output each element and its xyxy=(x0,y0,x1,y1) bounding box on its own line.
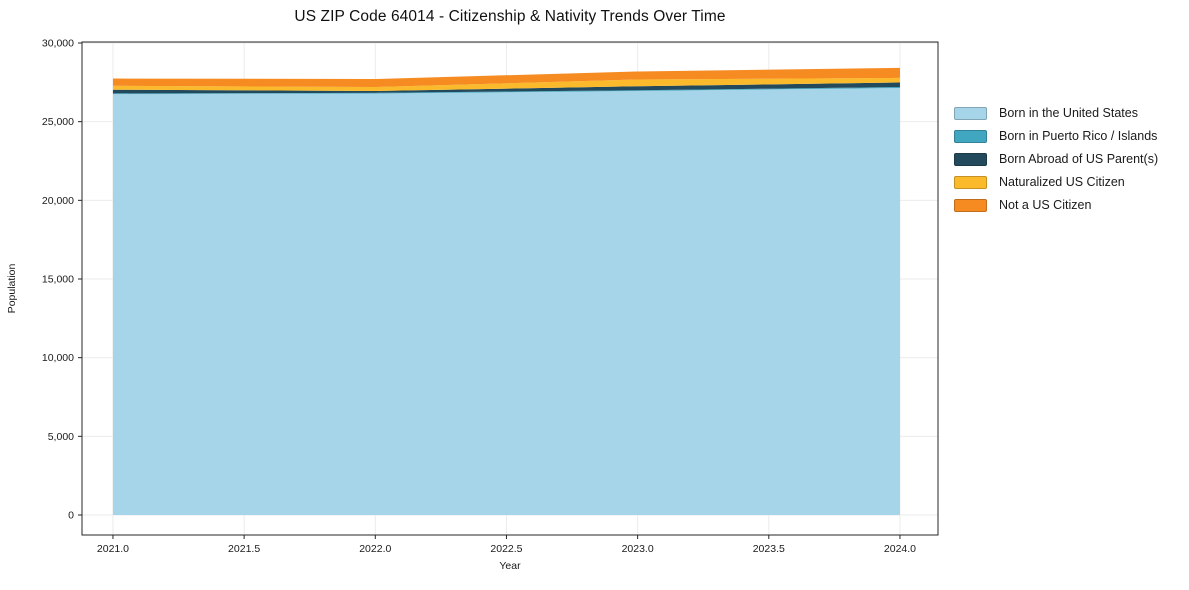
y-tick-label: 25,000 xyxy=(42,116,74,128)
x-tick-label: 2023.5 xyxy=(753,543,785,555)
y-axis-label: Population xyxy=(6,264,18,314)
y-tick-label: 0 xyxy=(68,510,74,522)
legend-item: Not a US Citizen xyxy=(954,199,1158,212)
legend-swatch-born-us xyxy=(954,107,987,120)
legend-label-puerto-rico: Born in Puerto Rico / Islands xyxy=(999,129,1158,143)
legend-label-born-us: Born in the United States xyxy=(999,106,1138,120)
area-series-group xyxy=(112,67,900,516)
x-axis-label: Year xyxy=(499,560,521,572)
y-tick-label: 5,000 xyxy=(48,431,74,443)
legend-label-naturalized: Naturalized US Citizen xyxy=(999,175,1125,189)
y-tick-label: 15,000 xyxy=(42,273,74,285)
x-tick-label: 2022.0 xyxy=(359,543,391,555)
x-axis: 2021.0 2021.5 2022.0 2022.5 2023.0 2023.5 2024… xyxy=(97,535,916,555)
chart-title: US ZIP Code 64014 - Citizenship & Nativi… xyxy=(294,8,726,25)
y-tick-label: 30,000 xyxy=(42,37,74,49)
x-tick-label: 2022.5 xyxy=(490,543,522,555)
area-series-3 xyxy=(112,77,900,91)
legend-swatch-born-abroad xyxy=(954,153,987,166)
legend-item: Born in Puerto Rico / Islands xyxy=(954,130,1158,143)
y-axis: 0 5,000 10,000 15,000 20,000 25,000 30,000 xyxy=(42,37,82,522)
legend: Born in the United States Born in Puerto… xyxy=(950,105,1163,214)
legend-item: Born Abroad of US Parent(s) xyxy=(954,153,1158,166)
legend-swatch-puerto-rico xyxy=(954,130,987,143)
legend-item: Naturalized US Citizen xyxy=(954,176,1158,189)
y-tick-label: 20,000 xyxy=(42,195,74,207)
area-series-0 xyxy=(112,87,900,516)
area-series-2 xyxy=(112,82,900,94)
area-series-1 xyxy=(112,87,900,95)
legend-swatch-naturalized xyxy=(954,176,987,189)
x-tick-label: 2021.0 xyxy=(97,543,129,555)
x-tick-label: 2021.5 xyxy=(228,543,260,555)
plot-border xyxy=(81,41,939,536)
area-series-4 xyxy=(112,67,900,88)
legend-label-not-citizen: Not a US Citizen xyxy=(999,198,1092,212)
x-tick-label: 2023.0 xyxy=(622,543,654,555)
legend-swatch-not-citizen xyxy=(954,199,987,212)
y-tick-label: 10,000 xyxy=(42,352,74,364)
legend-item: Born in the United States xyxy=(954,107,1158,120)
legend-label-born-abroad: Born Abroad of US Parent(s) xyxy=(999,152,1159,166)
x-tick-label: 2024.0 xyxy=(884,543,916,555)
